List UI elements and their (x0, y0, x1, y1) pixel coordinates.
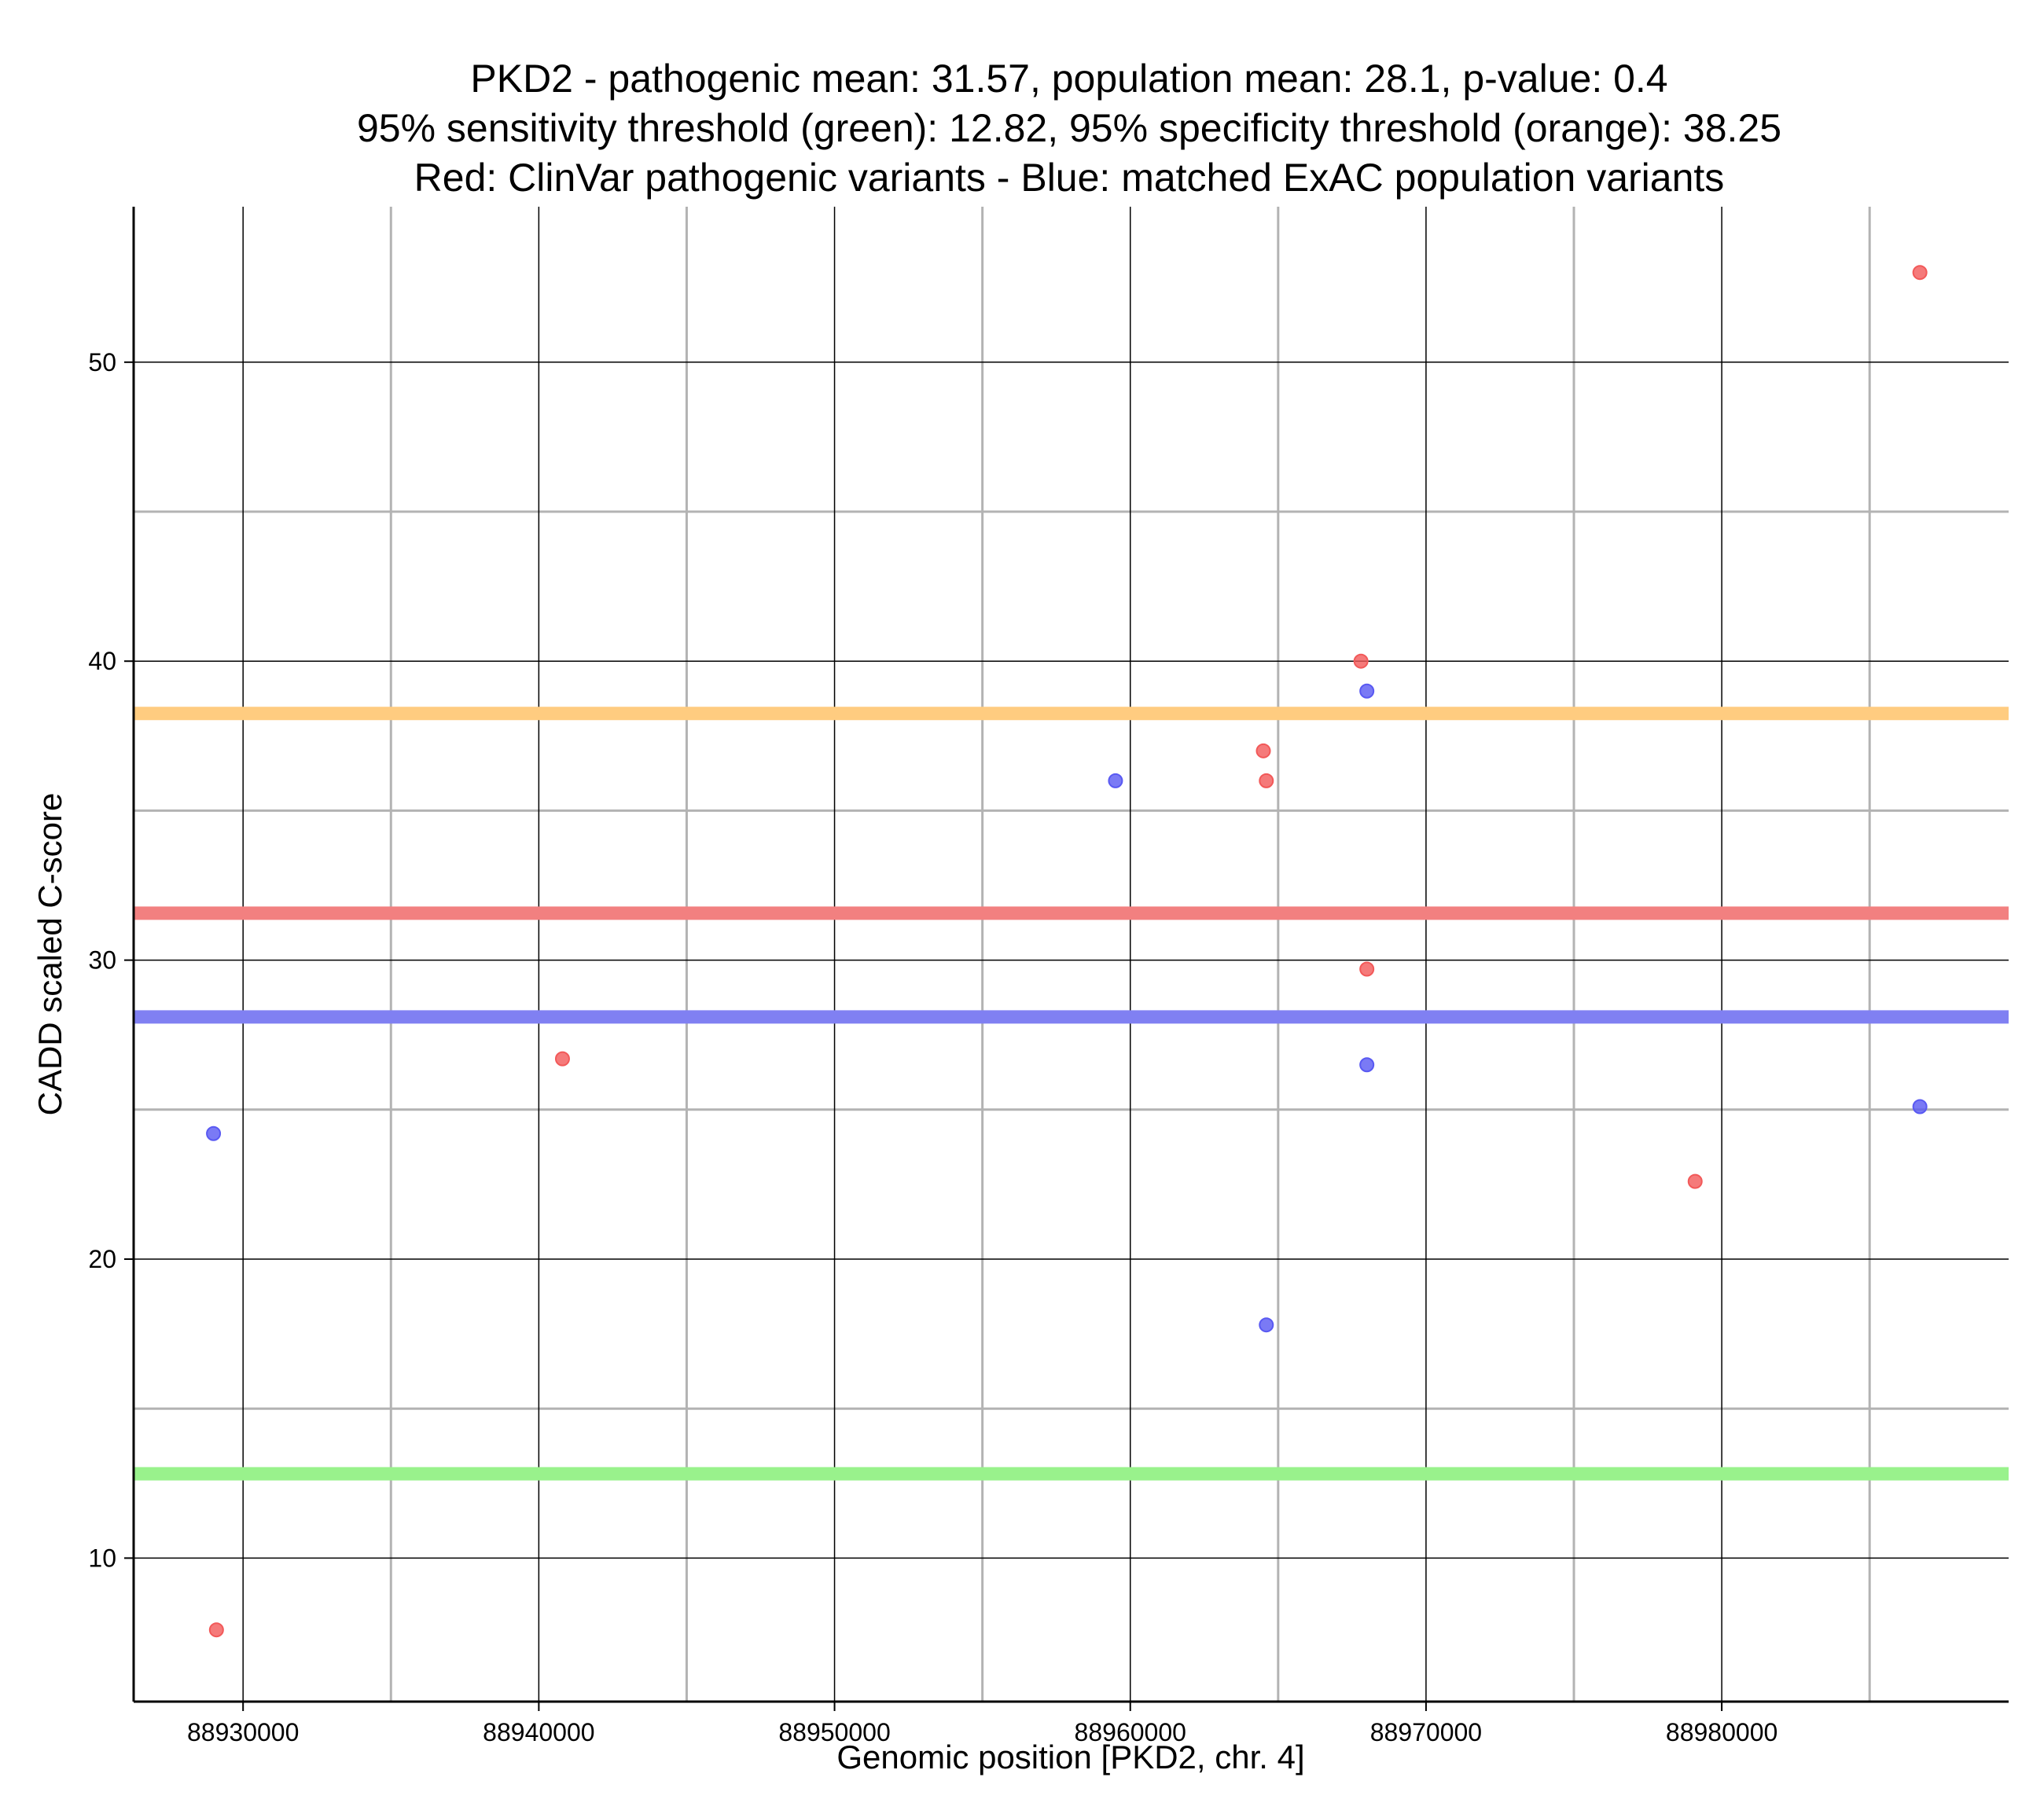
chart-title-line-2: 95% sensitivity threshold (green): 12.82… (357, 106, 1781, 150)
y-tick-label: 30 (88, 946, 116, 975)
y-tick-label: 50 (88, 348, 116, 376)
x-axis-title: Genomic position [PKD2, chr. 4] (836, 1739, 1304, 1775)
x-tick-label: 88980000 (1666, 1718, 1777, 1746)
threshold-lines (134, 707, 2009, 1481)
x-tick-label: 88960000 (1075, 1718, 1186, 1746)
y-tick-label: 20 (88, 1245, 116, 1273)
y-tick-label: 40 (88, 647, 116, 675)
pathogenic-variant-point (1255, 743, 1271, 758)
x-tick-label: 88950000 (778, 1718, 890, 1746)
population-variant-point (1359, 1057, 1375, 1073)
grid-lines (134, 207, 2009, 1702)
x-tick-label: 88930000 (187, 1718, 299, 1746)
pathogenic-variant-point (554, 1051, 570, 1067)
population-variant-point (1108, 773, 1123, 788)
pathogenic-variant-point (1259, 773, 1274, 788)
axis-ticks: 88930000 88940000 88950000 88960000 88970000… (88, 348, 1777, 1746)
x-tick-label: 88970000 (1370, 1718, 1482, 1746)
pathogenic-variant-point (208, 1622, 224, 1638)
data-points (206, 265, 1928, 1638)
pathogenic-variant-point (1353, 653, 1369, 669)
population-variant-point (1359, 683, 1375, 699)
pathogenic-variant-point (1359, 961, 1375, 977)
chart-title-line-1: PKD2 - pathogenic mean: 31.57, populatio… (470, 57, 1667, 101)
y-axis-title: CADD scaled C-score (31, 793, 68, 1116)
chart-title-line-3: Red: ClinVar pathogenic variants - Blue:… (414, 156, 1725, 200)
y-tick-label: 10 (88, 1544, 116, 1572)
pathogenic-variant-point (1912, 265, 1928, 281)
population-variant-point (1259, 1317, 1274, 1333)
population-variant-point (1912, 1099, 1928, 1114)
x-tick-label: 88940000 (483, 1718, 594, 1746)
population-variant-point (206, 1125, 222, 1141)
pathogenic-variant-point (1687, 1173, 1703, 1189)
